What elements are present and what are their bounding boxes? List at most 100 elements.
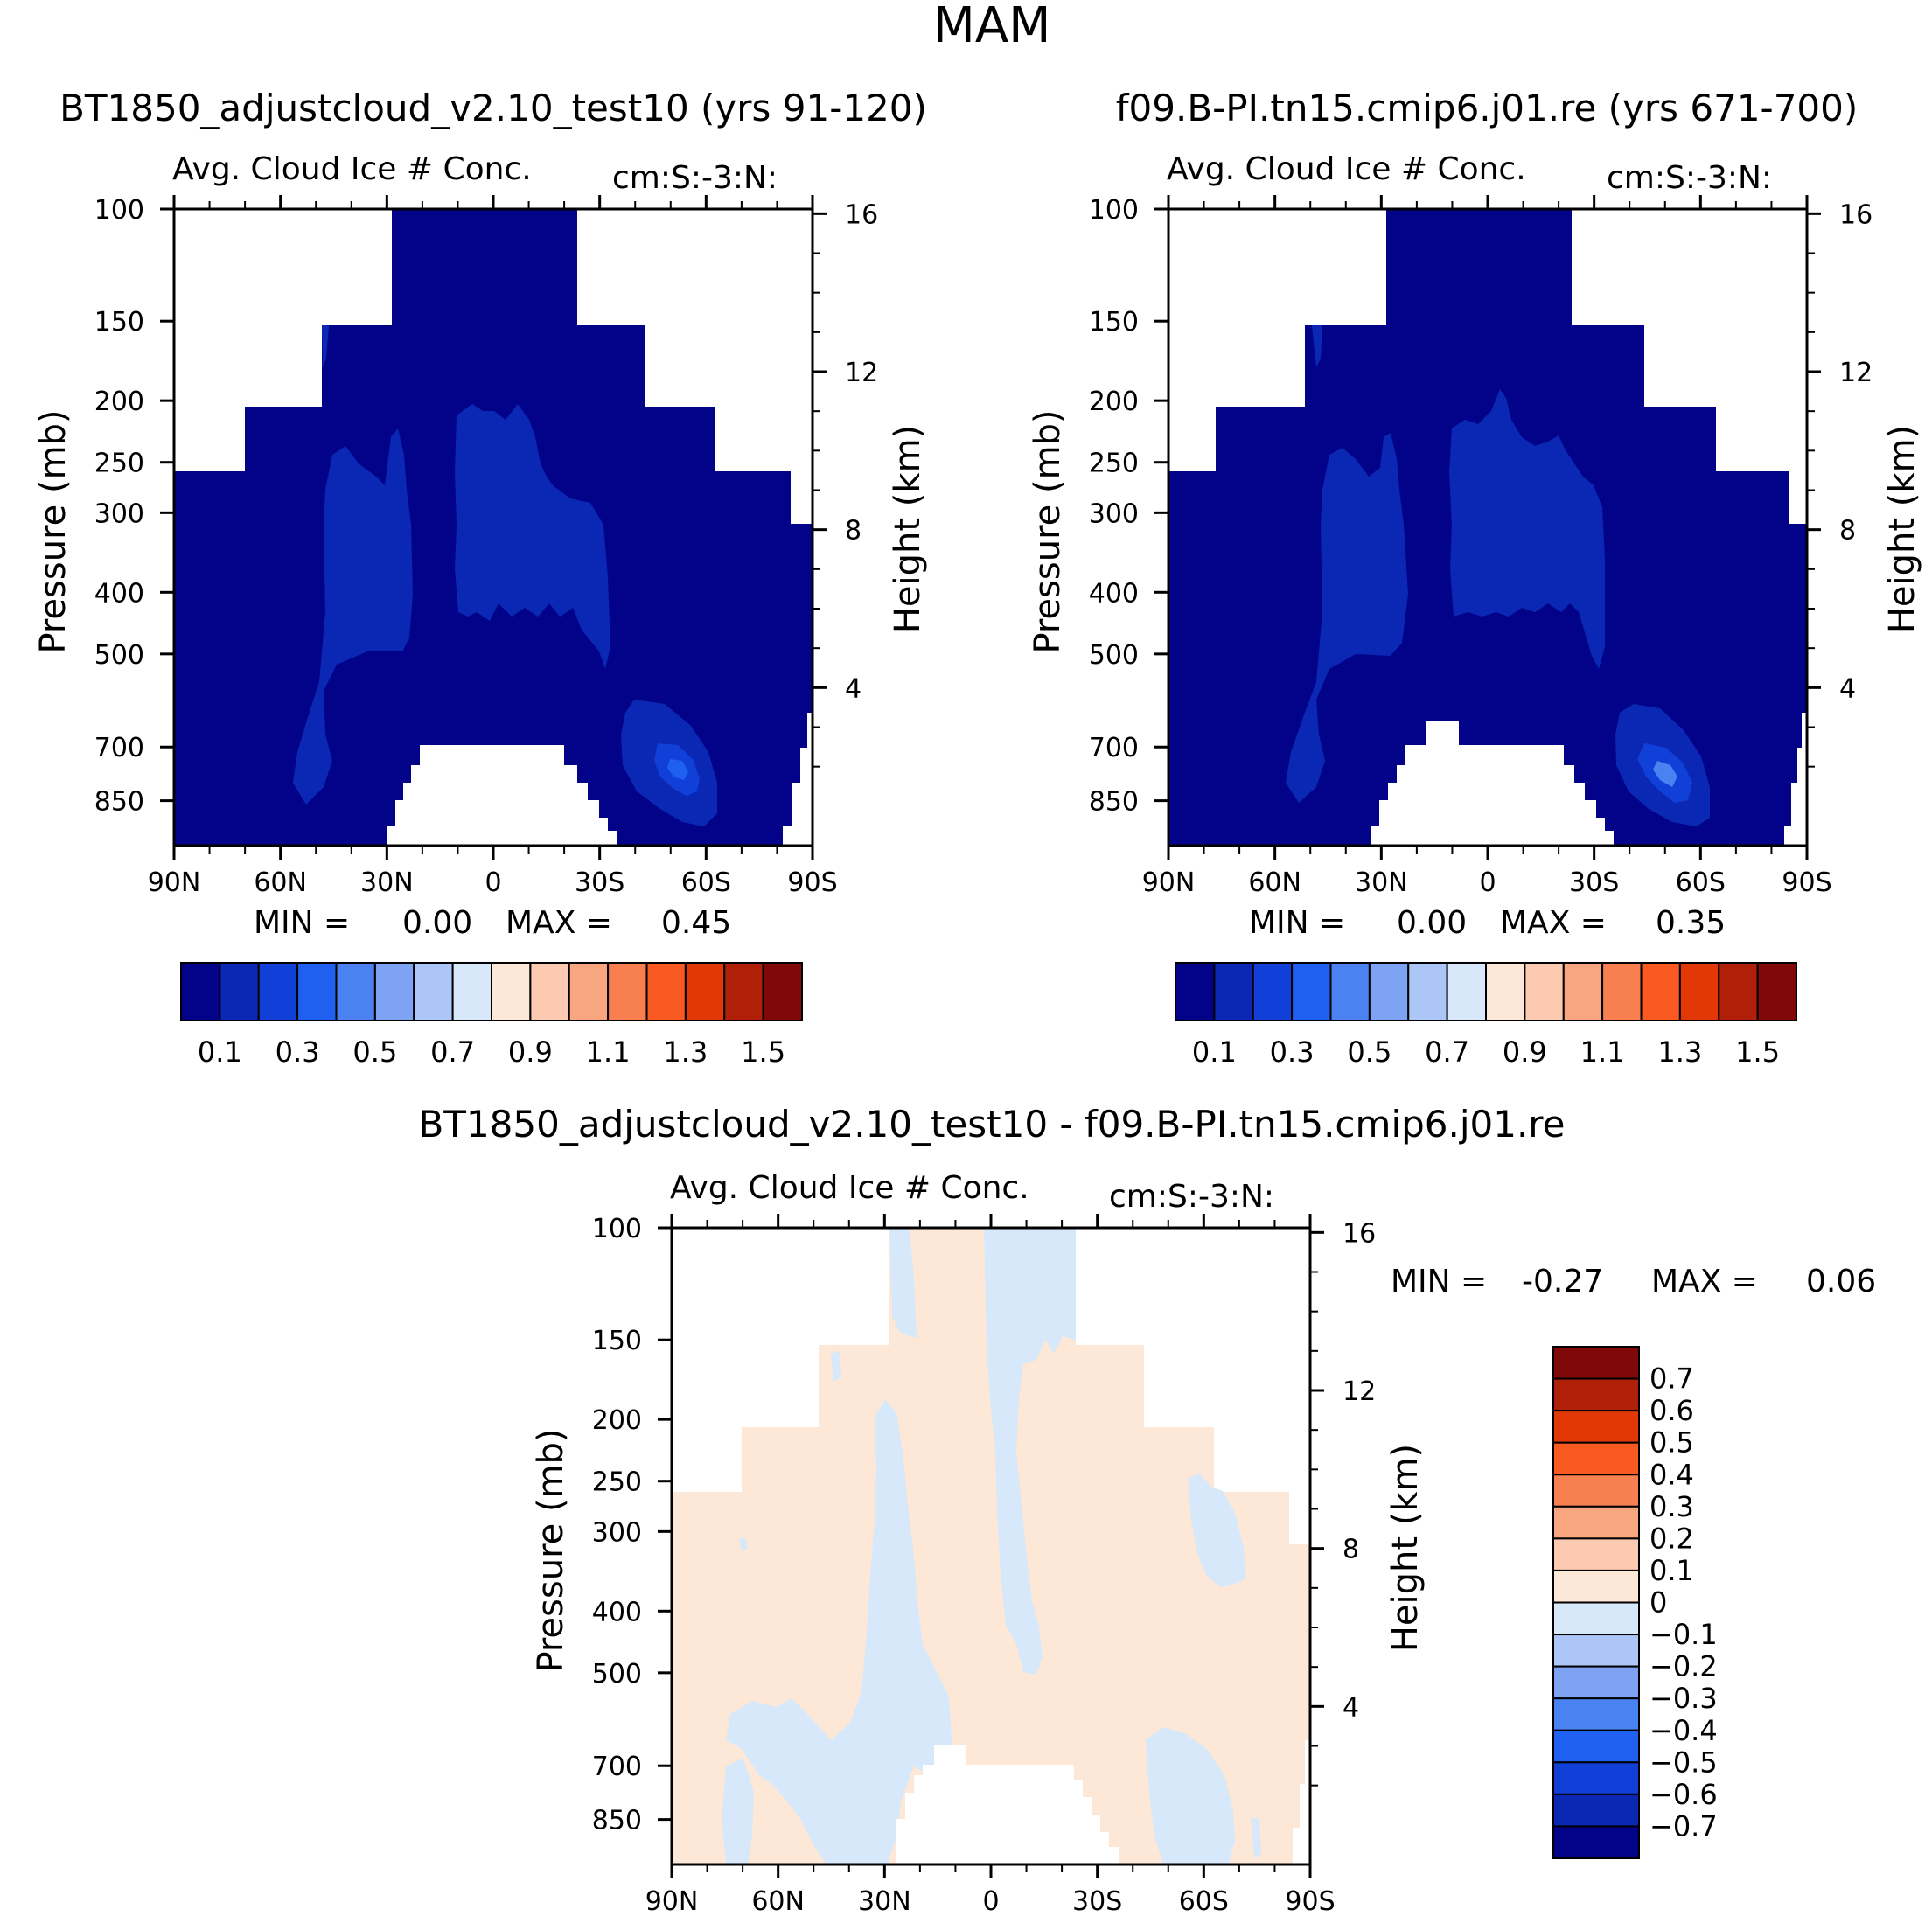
panel-3-xtick-label: 0	[982, 1886, 999, 1917]
panel-1-ytick-label: 850	[94, 787, 144, 818]
panel-1-colorbar-box	[373, 962, 415, 1021]
panel-1-colorbar-box	[219, 962, 260, 1021]
panel-2-colorbar-label: 0.5	[1347, 1035, 1391, 1069]
panel-2-colorbar-box	[1329, 962, 1371, 1021]
panel-2-ytick-label: 300	[1089, 498, 1139, 529]
panel-2-colorbar-box	[1213, 962, 1254, 1021]
panel-2-max-value: 0.35	[1656, 905, 1726, 941]
panel-2-axes: 90N 60N 30N 0 30S 60S 90S 100 150 200 250 300 400 500…	[1028, 195, 1922, 898]
panel-1-colorbar-box	[529, 962, 570, 1021]
panel-1-colorbar-label: 1.1	[586, 1035, 631, 1069]
panel-2-colorbar-label: 1.3	[1657, 1035, 1702, 1069]
panel-2-colorbar-box	[1601, 962, 1643, 1021]
panel-1-htick-label: 8	[845, 516, 861, 547]
panel-3-colorbar-label: 0.3	[1650, 1490, 1694, 1523]
panel-1-ytick-label: 700	[94, 733, 144, 763]
panel-2-colorbar-box	[1252, 962, 1294, 1021]
panel-3-colorbar: 0.70.60.50.40.30.20.10−0.1−0.2−0.3−0.4−0…	[1552, 1346, 1718, 1859]
panel-3-xtick-label: 90S	[1285, 1886, 1335, 1917]
panel-3-colorbar-box	[1552, 1825, 1640, 1859]
panel-3-units: cm:S:-3:N:	[1109, 1179, 1274, 1215]
panel-2-colorbar-box	[1678, 962, 1720, 1021]
panel-1-tongue-center	[455, 404, 610, 669]
panel-1-tongue-left	[293, 428, 413, 805]
panel-3-colorbar-label: 0.2	[1650, 1522, 1694, 1555]
panel-3-colorbar-box	[1552, 1474, 1640, 1508]
panel-1-axes: 90N 60N 30N 0 30S 60S 90S 100 150 200 250 300 400 500…	[33, 195, 928, 898]
panel-2-ytick-label: 100	[1089, 195, 1139, 226]
panel-3-colorbar-box	[1552, 1505, 1640, 1540]
panel-3-neg-mid	[726, 1399, 952, 1864]
panel-3-field	[672, 1228, 1310, 1864]
panel-3-colorbar-label: −0.7	[1650, 1809, 1718, 1843]
panel-3-colorbar-box	[1552, 1537, 1640, 1571]
panel-2-ytick-label: 200	[1089, 387, 1139, 417]
panel-1-colorbar-box	[645, 962, 687, 1021]
panel-1-colorbar: 0.1 0.3 0.5 0.7 0.9 1.1 1.3 1.5	[180, 962, 803, 1069]
panel-2-xtick-label: 60N	[1248, 867, 1301, 898]
panel-3-neg-right	[1146, 1727, 1235, 1864]
panel-2-ytick-label: 250	[1089, 449, 1139, 479]
page-title: MAM	[933, 0, 1051, 54]
panel-3-neg-east	[1188, 1474, 1246, 1587]
panel-3-colorbar-box	[1552, 1441, 1640, 1476]
panel-1-htick-label: 16	[845, 199, 878, 230]
panel-2-xtick-label: 60S	[1676, 867, 1726, 898]
panel-1-colorbar-label: 0.3	[276, 1035, 320, 1069]
panel-1-colorbar-label: 0.5	[352, 1035, 397, 1069]
panel-3-xtick-label: 30S	[1072, 1886, 1122, 1917]
panel-1-ytick-label: 500	[94, 640, 144, 671]
panel-3-ytick-label: 300	[592, 1517, 642, 1548]
panel-2-blob-inner	[1653, 761, 1677, 787]
panel-2-colorbar-box	[1368, 962, 1410, 1021]
panel-2-htick-label: 4	[1839, 673, 1856, 704]
panel-3-neg-speck-a	[739, 1537, 748, 1552]
panel-3-ytick-label: 400	[592, 1597, 642, 1627]
panel-3-max-value: 0.06	[1806, 1264, 1876, 1299]
panel-3-colorbar-box	[1552, 1634, 1640, 1668]
panel-3-colorbar-label: 0.5	[1650, 1426, 1694, 1460]
panel-1-xtick-label: 30S	[575, 867, 624, 898]
panel-2-xtick-label: 90N	[1142, 867, 1196, 898]
panel-1-colorbar-label: 1.5	[741, 1035, 785, 1069]
panel-3-colorbar-label: 0.1	[1650, 1554, 1694, 1587]
panel-1-pole-gap	[783, 713, 813, 846]
panel-3-colorbar-box	[1552, 1729, 1640, 1764]
panel-3-colorbar-box	[1552, 1697, 1640, 1731]
panel-3-colorbar-label: 0.4	[1650, 1458, 1694, 1491]
panel-2-colorbar-box	[1175, 962, 1216, 1021]
panel-3-ytick-label: 500	[592, 1659, 642, 1690]
panel-3-colorbar-box	[1552, 1569, 1640, 1604]
panel-3-neg-left-strip	[889, 1228, 917, 1338]
panel-2-title: f09.B-PI.tn15.cmip6.j01.re (yrs 671-700)	[1116, 87, 1859, 129]
panel-1-colorbar-box	[762, 962, 803, 1021]
panel-1-colorbar-box	[491, 962, 532, 1021]
panel-3-ytick-label: 150	[592, 1326, 642, 1356]
panel-1-xtick-label: 30N	[360, 867, 414, 898]
panel-1-colorbar-box	[607, 962, 648, 1021]
panel-2-min-label: MIN =	[1249, 905, 1345, 941]
panel-1-colorbar-box	[413, 962, 454, 1021]
panel-3-neg-speck-c	[1251, 1817, 1261, 1858]
panel-3-htick-label: 12	[1343, 1376, 1376, 1407]
panel-3-colorbar-box	[1552, 1761, 1640, 1795]
panel-2-htick-label: 12	[1839, 358, 1873, 388]
panel-3-ytick-label: 250	[592, 1467, 642, 1498]
panel-1-ytick-label: 150	[94, 307, 144, 338]
panel-3-title: BT1850_adjustcloud_v2.10_test10 - f09.B-…	[418, 1103, 1565, 1146]
panel-1-colorbar-label: 0.9	[508, 1035, 553, 1069]
panel-3-neg-center	[984, 1228, 1076, 1675]
panel-3-max-label: MAX =	[1651, 1264, 1758, 1299]
panel-3-subtitle: Avg. Cloud Ice # Conc.	[670, 1170, 1029, 1206]
panel-1-colorbar-box	[723, 962, 764, 1021]
panel-3-colorbar-label: −0.5	[1650, 1745, 1718, 1779]
panel-2-xtick-label: 90S	[1782, 867, 1831, 898]
panel-3-axes: 90N 60N 30N 0 30S 60S 90S 100 150 200 250 300 400 500…	[531, 1214, 1426, 1917]
panel-1-colorbar-box	[568, 962, 610, 1021]
panel-3-ytick-label: 850	[592, 1806, 642, 1836]
panel-1-colorbar-box	[451, 962, 492, 1021]
panel-2-colorbar-box	[1407, 962, 1448, 1021]
panel-2-subtitle: Avg. Cloud Ice # Conc.	[1167, 151, 1526, 187]
panel-1-colorbar-label: 0.1	[198, 1035, 242, 1069]
panel-2-colorbar-box	[1718, 962, 1759, 1021]
